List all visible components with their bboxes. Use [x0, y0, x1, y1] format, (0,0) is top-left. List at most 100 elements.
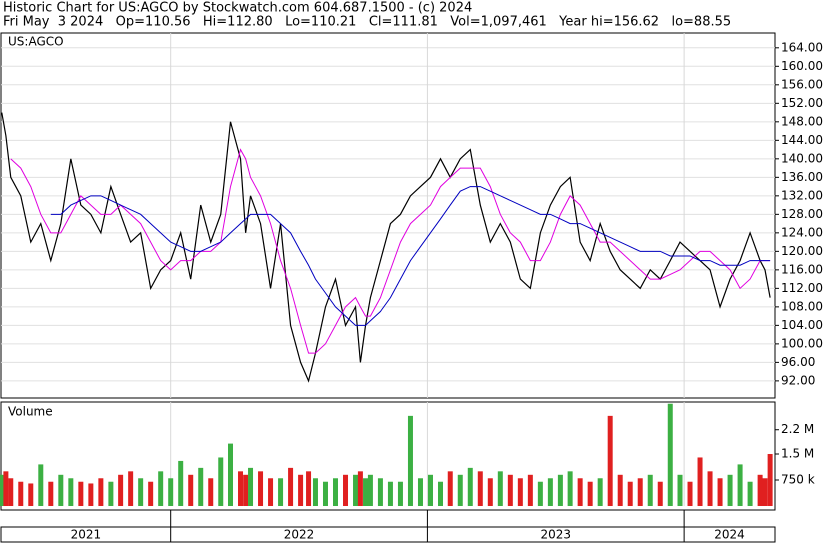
volume-bar — [158, 471, 164, 506]
y-tick-label: 164.00 — [781, 40, 823, 54]
y-tick-label: 96.00 — [781, 355, 815, 369]
volume-bar — [427, 474, 433, 506]
volume-bar — [0, 474, 5, 506]
volume-bar — [357, 471, 363, 506]
volume-bar — [367, 474, 373, 506]
volume-bar — [517, 478, 523, 506]
volume-bar — [138, 478, 144, 506]
volume-bar — [248, 467, 254, 506]
header-quote: Fri May 3 2024 Op=110.56 Hi=112.80 Lo=11… — [3, 15, 731, 30]
y-tick-label: 160.00 — [781, 59, 823, 73]
volume-bar — [148, 481, 154, 506]
volume-bar — [18, 481, 24, 506]
volume-bar — [363, 478, 369, 506]
volume-bar — [747, 481, 753, 506]
year-label: 2023 — [540, 528, 571, 542]
volume-bar — [697, 457, 703, 506]
price-panel — [0, 32, 776, 399]
volume-bar — [306, 471, 312, 506]
y-tick-label: 112.00 — [781, 281, 823, 295]
volume-bar — [487, 478, 493, 506]
y-tick-label: 128.00 — [781, 207, 823, 221]
y-tick-label: 124.00 — [781, 225, 823, 239]
volume-bar — [243, 474, 249, 506]
volume-bar — [88, 483, 94, 506]
volume-bar — [667, 403, 673, 506]
price-line — [50, 186, 771, 326]
volume-bar — [128, 471, 134, 506]
price-panel-title: US:AGCO — [8, 35, 64, 49]
year-strip — [0, 526, 776, 543]
volume-bar — [767, 454, 773, 506]
y-tick-label: 108.00 — [781, 299, 823, 313]
volume-bar — [168, 478, 174, 506]
volume-bar — [322, 481, 328, 506]
volume-bar — [258, 471, 264, 506]
y-tick-label: 100.00 — [781, 336, 823, 350]
volume-bar — [218, 457, 224, 506]
volume-bar — [188, 474, 194, 506]
volume-bar — [447, 471, 453, 506]
volume-bar — [597, 478, 603, 506]
volume-bar — [677, 474, 683, 506]
volume-bar — [497, 471, 503, 506]
y-tick-label: 92.00 — [781, 373, 815, 387]
volume-bar — [38, 464, 44, 506]
volume-bar — [717, 478, 723, 506]
volume-bar — [28, 483, 34, 506]
volume-bar — [333, 478, 339, 506]
volume-bar — [238, 471, 244, 506]
volume-bar — [108, 481, 114, 506]
volume-bar — [397, 481, 403, 506]
volume-bar — [567, 471, 573, 506]
volume-bar — [607, 415, 613, 506]
volume-bar — [407, 415, 413, 506]
price-line — [1, 112, 771, 383]
volume-bar — [8, 478, 14, 506]
volume-bar — [707, 471, 713, 506]
volume-bar — [577, 478, 583, 506]
volume-bar — [68, 478, 74, 506]
y-tick-label: 120.00 — [781, 244, 823, 258]
volume-bar — [587, 481, 593, 506]
volume-bar — [537, 481, 543, 506]
y-tick-label: 104.00 — [781, 318, 823, 332]
volume-bar — [547, 478, 553, 506]
volume-panel-title: Volume — [8, 405, 53, 419]
volume-bar — [377, 478, 383, 506]
volume-bar — [208, 478, 214, 506]
volume-bar — [507, 474, 513, 506]
header-title: Historic Chart for US:AGCO by Stockwatch… — [3, 1, 472, 16]
volume-bar — [527, 474, 533, 506]
y-tick-label: 148.00 — [781, 114, 823, 128]
volume-bar — [727, 474, 733, 506]
volume-bar — [58, 474, 64, 506]
y-tick-label: 136.00 — [781, 170, 823, 184]
y-tick-label: 2.2 M — [781, 422, 814, 436]
volume-bar — [198, 467, 204, 506]
year-label: 2022 — [284, 528, 315, 542]
volume-bar — [647, 474, 653, 506]
volume-bar — [178, 460, 184, 506]
volume-bar — [737, 464, 743, 506]
volume-bar — [637, 478, 643, 506]
y-tick-label: 144.00 — [781, 133, 823, 147]
year-label: 2021 — [71, 528, 102, 542]
volume-bar — [657, 481, 663, 506]
volume-bar — [437, 481, 443, 506]
volume-bar — [457, 474, 463, 506]
volume-bar — [278, 478, 284, 506]
y-tick-label: 116.00 — [781, 262, 823, 276]
volume-bar — [627, 481, 633, 506]
volume-bar — [417, 478, 423, 506]
y-tick-label: 750 k — [781, 473, 815, 487]
volume-bar — [687, 481, 693, 506]
volume-bar — [78, 481, 84, 506]
volume-bar — [387, 481, 393, 506]
volume-bar — [343, 474, 349, 506]
volume-bar — [268, 478, 274, 506]
volume-bar — [298, 474, 304, 506]
